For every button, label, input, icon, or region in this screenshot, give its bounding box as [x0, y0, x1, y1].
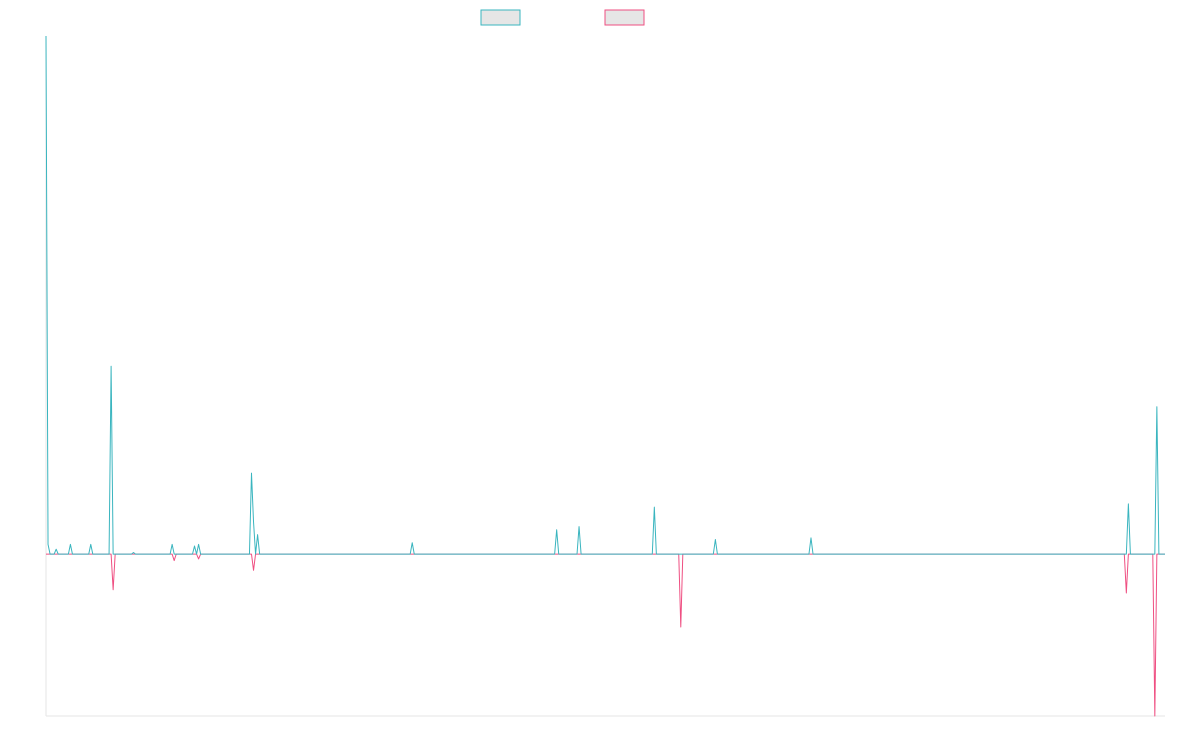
- series-line-2: [46, 553, 1165, 717]
- legend[interactable]: [480, 9, 645, 26]
- series-layer: [45, 35, 1165, 717]
- series-line-1: [45, 35, 1165, 555]
- axes: [45, 36, 1165, 717]
- legend-swatch-2[interactable]: [604, 9, 645, 26]
- legend-swatch-1[interactable]: [480, 9, 521, 26]
